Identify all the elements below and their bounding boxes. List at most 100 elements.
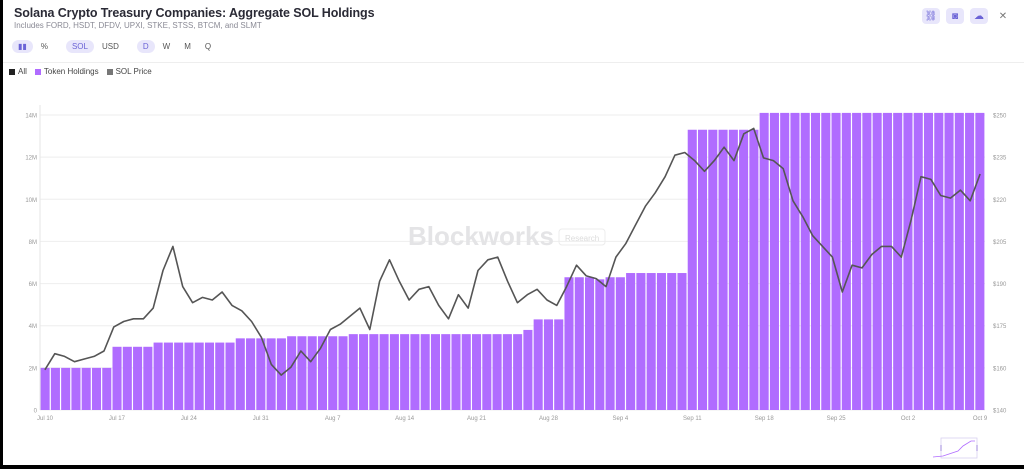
bar[interactable] bbox=[749, 129, 759, 410]
bar[interactable] bbox=[677, 273, 687, 410]
combo-chart[interactable]: 0 2M 4M 6M 8M 10M 12M 14M $140 $160 $175 $190 $205 $2… bbox=[3, 0, 1024, 465]
bar[interactable] bbox=[81, 367, 91, 410]
bar[interactable] bbox=[61, 367, 71, 410]
bar[interactable] bbox=[954, 112, 964, 411]
bar[interactable] bbox=[256, 338, 266, 410]
bar[interactable] bbox=[728, 129, 738, 410]
bar[interactable] bbox=[585, 277, 595, 410]
bar[interactable] bbox=[595, 279, 605, 410]
bar[interactable] bbox=[307, 336, 317, 410]
bar[interactable] bbox=[605, 277, 615, 410]
range-navigator[interactable] bbox=[933, 436, 983, 460]
bar[interactable] bbox=[903, 112, 913, 411]
unit-usd-toggle[interactable]: USD bbox=[101, 42, 119, 51]
bar[interactable] bbox=[50, 367, 60, 410]
bar[interactable] bbox=[543, 319, 553, 410]
bar[interactable] bbox=[574, 277, 584, 410]
bar[interactable] bbox=[287, 336, 297, 410]
bar[interactable] bbox=[656, 273, 666, 410]
bar[interactable] bbox=[810, 112, 821, 411]
bar[interactable] bbox=[91, 367, 102, 410]
bar[interactable] bbox=[472, 334, 482, 410]
bar[interactable] bbox=[389, 334, 399, 410]
bar[interactable] bbox=[502, 334, 512, 410]
bar[interactable] bbox=[317, 336, 328, 410]
bar[interactable] bbox=[626, 273, 636, 410]
bar[interactable] bbox=[441, 334, 451, 410]
bar[interactable] bbox=[523, 329, 533, 410]
period-monthly-toggle[interactable]: M bbox=[184, 42, 191, 51]
bar[interactable] bbox=[667, 273, 677, 410]
bar[interactable] bbox=[564, 277, 574, 410]
bar[interactable] bbox=[739, 129, 749, 410]
bar[interactable] bbox=[821, 112, 831, 411]
bar[interactable] bbox=[112, 346, 122, 410]
bar[interactable] bbox=[235, 338, 245, 410]
bar-chart-icon[interactable]: ▮▮ bbox=[12, 40, 33, 53]
bar[interactable] bbox=[461, 334, 471, 410]
bar[interactable] bbox=[338, 336, 348, 410]
period-weekly-toggle[interactable]: W bbox=[162, 42, 171, 51]
bar[interactable] bbox=[554, 319, 564, 410]
bar[interactable] bbox=[893, 112, 903, 411]
bar[interactable] bbox=[513, 334, 523, 410]
bar[interactable] bbox=[687, 129, 697, 410]
bar[interactable] bbox=[646, 273, 656, 410]
bar[interactable] bbox=[246, 338, 256, 410]
bar[interactable] bbox=[944, 112, 954, 411]
bar[interactable] bbox=[328, 336, 338, 410]
bar[interactable] bbox=[359, 334, 369, 410]
bar[interactable] bbox=[133, 346, 143, 410]
bar[interactable] bbox=[153, 342, 163, 410]
link-icon[interactable]: ⛓ bbox=[922, 8, 940, 24]
bar[interactable] bbox=[369, 334, 379, 410]
bar[interactable] bbox=[204, 342, 215, 410]
cloud-icon[interactable]: ☁ bbox=[970, 8, 988, 24]
bar[interactable] bbox=[913, 112, 923, 411]
bar[interactable] bbox=[965, 112, 975, 411]
bar[interactable] bbox=[143, 346, 153, 410]
bar[interactable] bbox=[430, 334, 440, 410]
bar[interactable] bbox=[615, 277, 625, 410]
bar[interactable] bbox=[708, 129, 718, 410]
bar[interactable] bbox=[71, 367, 81, 410]
bar[interactable] bbox=[769, 112, 779, 411]
bar[interactable] bbox=[492, 334, 502, 410]
bar[interactable] bbox=[780, 112, 790, 411]
bar[interactable] bbox=[194, 342, 204, 410]
bar[interactable] bbox=[451, 334, 461, 410]
bar[interactable] bbox=[420, 334, 430, 410]
bar[interactable] bbox=[831, 112, 841, 411]
bar[interactable] bbox=[400, 334, 410, 410]
bar[interactable] bbox=[482, 334, 492, 410]
percent-icon[interactable]: % bbox=[40, 42, 48, 51]
bar[interactable] bbox=[800, 112, 810, 411]
bar[interactable] bbox=[266, 338, 276, 410]
bar[interactable] bbox=[882, 112, 892, 411]
bar[interactable] bbox=[852, 112, 862, 411]
bar[interactable] bbox=[174, 342, 184, 410]
bar[interactable] bbox=[184, 342, 194, 410]
bar[interactable] bbox=[841, 112, 851, 411]
bar[interactable] bbox=[379, 334, 389, 410]
bar[interactable] bbox=[934, 112, 944, 411]
legend-item-sol-price[interactable]: SOL Price bbox=[106, 67, 152, 76]
legend-item-all[interactable]: All bbox=[9, 67, 27, 76]
bar[interactable] bbox=[533, 319, 543, 410]
period-quarterly-toggle[interactable]: Q bbox=[204, 42, 212, 51]
bar[interactable] bbox=[163, 342, 173, 410]
bar[interactable] bbox=[297, 336, 307, 410]
period-daily-toggle[interactable]: D bbox=[136, 40, 155, 53]
unit-sol-toggle[interactable]: SOL bbox=[65, 40, 94, 53]
bar[interactable] bbox=[225, 342, 235, 410]
bar[interactable] bbox=[697, 129, 708, 410]
sol-price-line[interactable] bbox=[44, 127, 981, 376]
bar[interactable] bbox=[636, 273, 646, 410]
camera-icon[interactable]: ◙ bbox=[946, 8, 964, 24]
bar[interactable] bbox=[215, 342, 225, 410]
bar[interactable] bbox=[122, 346, 132, 410]
bar[interactable] bbox=[790, 112, 800, 411]
bar[interactable] bbox=[872, 112, 882, 411]
bar[interactable] bbox=[718, 129, 728, 410]
bar[interactable] bbox=[40, 367, 50, 410]
